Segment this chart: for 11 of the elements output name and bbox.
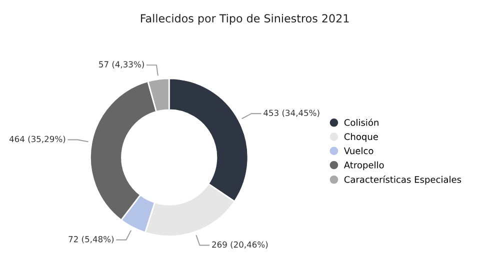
legend-label: Atropello [344, 161, 384, 170]
data-label: 269 (20,46%) [212, 241, 268, 249]
data-label: 57 (4,33%) [99, 61, 144, 68]
data-label: 464 (35,29%) [9, 136, 66, 144]
legend-label: Vuelco [344, 147, 374, 154]
data-label: 72 (5,48%) [68, 236, 114, 244]
legend-label: Características Especiales [344, 176, 462, 185]
legend-label: Choque [344, 133, 378, 142]
chart-title: Fallecidos por Tipo de Siniestros 2021 [140, 14, 349, 25]
legend-label: Colisión [344, 118, 378, 126]
data-label: 453 (34,45%) [264, 110, 320, 118]
